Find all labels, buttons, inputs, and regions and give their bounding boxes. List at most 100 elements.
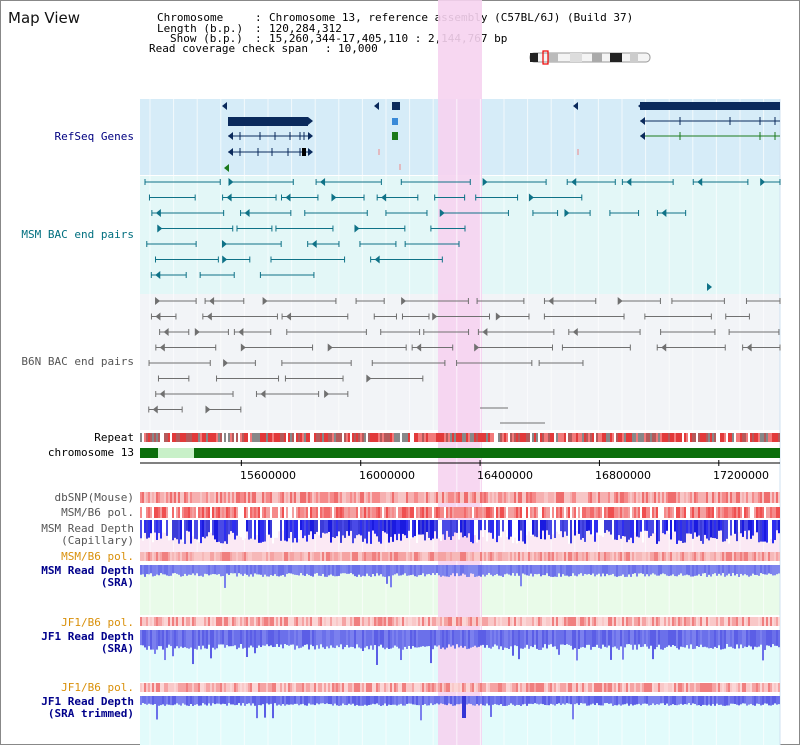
msm-sra-depth-bar <box>706 565 708 577</box>
msm-pol2-cell <box>344 552 346 561</box>
msm-pol-cell <box>462 507 464 518</box>
repeat-segment <box>476 433 478 442</box>
repeat-segment <box>510 433 512 442</box>
msm-sra-depth-bar <box>610 565 612 575</box>
jf1-pol2-cell <box>640 683 642 692</box>
msm-cap-depth-bar <box>364 520 366 539</box>
msm-sra-depth-bar <box>310 565 312 576</box>
jf1-pol2-cell <box>508 683 510 692</box>
msm-pol2-cell <box>676 552 678 561</box>
jf1-trim-depth-bar <box>580 696 582 704</box>
jf1-sra-depth-bar <box>606 630 608 648</box>
msm-pol2-cell <box>610 552 612 561</box>
jf1-sra-depth-bar <box>526 630 528 645</box>
jf1-trim-depth-bar <box>702 696 704 705</box>
msm-pol-cell <box>372 507 374 518</box>
dbsnp-cell <box>374 492 376 503</box>
msm-pol2-cell <box>304 552 306 561</box>
jf1-trim-depth-bar <box>548 696 550 706</box>
msm-pol2-cell <box>438 552 440 561</box>
msm-sra-depth-bar <box>618 565 620 577</box>
ideogram-band <box>592 53 602 62</box>
jf1-pol-cell <box>348 617 350 626</box>
dbsnp-cell <box>558 492 560 503</box>
msm-cap-depth-bar <box>396 520 398 541</box>
msm-sra-depth-bar <box>772 565 774 576</box>
msm-pol2-cell <box>418 552 420 561</box>
jf1-trim-depth-bar <box>486 696 488 704</box>
dbsnp-cell <box>750 492 752 503</box>
jf1-trim-depth-bar <box>508 696 510 705</box>
jf1-pol2-cell <box>160 683 162 692</box>
msm-sra-depth-bar <box>612 565 614 574</box>
jf1-trim-depth-bar <box>704 696 706 705</box>
dbsnp-cell <box>448 492 450 503</box>
jf1-trim-depth-bar <box>498 696 500 706</box>
b6n-bac-pair-arrow <box>159 343 165 352</box>
jf1-pol2-cell <box>364 683 366 692</box>
msm-pol2-cell <box>326 552 328 561</box>
msm-pol-cell <box>386 507 388 518</box>
jf1-pol2-cell <box>454 683 456 692</box>
jf1-sra-depth-bar <box>388 630 390 649</box>
msm-cap-depth-bar <box>414 520 416 537</box>
show-label: Show (b.p.) <box>170 32 243 45</box>
jf1-pol-cell <box>504 617 506 626</box>
jf1-trim-depth-bar <box>414 696 416 705</box>
dbsnp-cell <box>476 492 478 503</box>
jf1-pol-cell <box>310 617 312 626</box>
repeat-segment <box>746 433 748 442</box>
jf1-trim-depth-bar <box>432 696 434 706</box>
jf1-trim-depth-bar <box>346 696 348 706</box>
msm-sra-depth-bar <box>424 565 426 577</box>
jf1-trim-depth-bar <box>458 696 460 705</box>
jf1-pol2-cell <box>484 683 486 692</box>
jf1-trim-depth-bar <box>196 696 198 705</box>
msm-pol2-cell <box>366 552 368 561</box>
jf1-trim-depth-bar <box>640 696 642 706</box>
jf1-trim-depth-bar <box>430 696 432 704</box>
msm-sra-depth-bar <box>476 565 478 577</box>
dbsnp-cell <box>328 492 330 503</box>
msm-pol-cell <box>288 507 290 518</box>
msm-pol-cell <box>214 507 216 518</box>
jf1-pol-cell <box>674 617 676 626</box>
msm-pol-cell <box>710 507 712 518</box>
dbsnp-cell <box>580 492 582 503</box>
msm-pol-cell <box>676 507 678 518</box>
jf1-trim-depth-bar <box>348 696 350 704</box>
msm-pol2-cell <box>240 552 242 561</box>
msm-cap-depth-bar <box>582 520 584 538</box>
jf1-pol2-cell <box>442 683 444 692</box>
jf1-sra-depth-bar <box>168 630 170 645</box>
jf1-trim-depth-bar <box>578 696 580 705</box>
jf1-trim-depth-bar <box>708 696 710 705</box>
msm-sra-depth-bar <box>206 565 208 575</box>
repeat-segment <box>606 433 608 442</box>
msm-cap-depth-bar <box>650 520 652 537</box>
repeat-segment <box>196 433 198 442</box>
jf1-sra-depth-bar <box>724 630 726 649</box>
msm-sra-depth-bar <box>378 565 380 576</box>
msm-sra-depth-bar <box>720 565 722 576</box>
jf1-trim-depth-bar <box>504 696 506 706</box>
jf1-sra-depth-bar <box>546 630 548 649</box>
jf1-trim-depth-bar <box>330 696 332 705</box>
msm-pol-cell <box>430 507 432 518</box>
jf1-pol2-cell <box>418 683 420 692</box>
track-label-dbsnp: dbSNP(Mouse) <box>54 491 134 504</box>
jf1-pol2-cell <box>762 683 764 692</box>
msm-pol-cell <box>474 507 476 518</box>
msm-pol-cell <box>776 507 778 518</box>
jf1-pol-cell <box>726 617 728 626</box>
jf1-sra-depth-bar <box>578 630 580 649</box>
msm-pol-cell <box>536 507 538 518</box>
jf1-trim-depth-bar <box>522 696 524 705</box>
repeat-segment <box>362 433 364 442</box>
jf1-trim-depth-bar <box>754 696 756 706</box>
jf1-pol2-cell <box>386 683 388 692</box>
jf1-sra-depth-bar <box>770 630 772 648</box>
msm-pol-cell <box>350 507 352 518</box>
